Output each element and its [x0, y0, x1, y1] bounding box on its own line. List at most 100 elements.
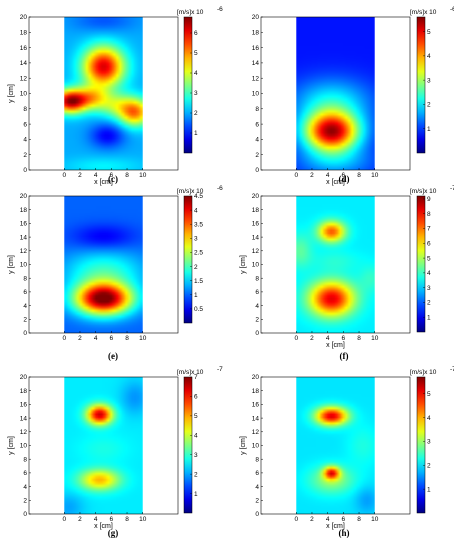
colorbar-tick-label: 7 — [427, 226, 431, 233]
y-tick-label: 0 — [255, 330, 259, 337]
x-tick-label: 2 — [310, 172, 314, 179]
y-tick-label: 2 — [23, 317, 27, 324]
x-tick-label: 8 — [357, 335, 361, 342]
x-tick-label: 6 — [342, 172, 346, 179]
x-axis-label: x [cm] — [326, 523, 345, 530]
y-tick-label: 20 — [252, 14, 260, 21]
colorbar-tick-label: 1 — [427, 126, 431, 133]
y-axis-label: y [cm] — [8, 436, 15, 455]
x-axis-label: x [cm] — [94, 523, 113, 530]
x-tick-label: 6 — [110, 172, 114, 179]
colorbar-tick-label: 4 — [194, 432, 198, 439]
y-axis-label: y [cm] — [8, 255, 15, 274]
colorbar-tick-label: 3 — [194, 90, 198, 97]
colorbar-exponent: -6 — [217, 6, 223, 13]
y-tick-label: 16 — [252, 45, 260, 52]
colorbar-tick-label: 3 — [427, 77, 431, 84]
y-tick-label: 10 — [20, 443, 28, 450]
colorbar-unit-label: [m/s]x 10 — [177, 369, 204, 376]
colorbar-tick-label: 8 — [427, 211, 431, 218]
panel-e-caption: (e) — [108, 351, 118, 361]
y-tick-label: 16 — [20, 221, 28, 228]
y-tick-label: 20 — [252, 374, 260, 381]
y-tick-label: 18 — [252, 388, 260, 395]
colorbar-tick-label: 3 — [194, 236, 198, 243]
y-tick-label: 0 — [23, 167, 27, 174]
y-tick-label: 16 — [20, 402, 28, 409]
y-tick-label: 2 — [23, 152, 27, 159]
colorbar-unit-label: [m/s]x 10 — [410, 9, 437, 16]
y-tick-label: 6 — [23, 121, 27, 128]
y-tick-label: 10 — [252, 262, 260, 269]
colorbar-tick-label: 2.5 — [194, 250, 203, 257]
panel-h-caption: (h) — [339, 528, 350, 538]
y-tick-label: 14 — [252, 415, 260, 422]
y-tick-label: 8 — [23, 275, 27, 282]
x-tick-label: 10 — [371, 335, 379, 342]
colorbar — [183, 376, 193, 514]
colorbar-tick-label: 4 — [427, 270, 431, 277]
x-tick-label: 8 — [125, 335, 129, 342]
colorbar-tick-label: 1 — [194, 292, 198, 299]
y-tick-label: 14 — [20, 60, 28, 67]
y-tick-label: 20 — [252, 193, 260, 200]
colorbar — [183, 195, 193, 324]
colorbar-exponent: -7 — [450, 366, 454, 373]
x-tick-label: 0 — [294, 335, 298, 342]
colorbar-tick-label: 4 — [427, 53, 431, 60]
colorbar-tick-label: 3 — [427, 285, 431, 292]
y-tick-label: 6 — [255, 121, 259, 128]
y-tick-label: 12 — [252, 429, 260, 436]
colorbar-tick-label: 3 — [427, 439, 431, 446]
x-tick-label: 8 — [357, 516, 361, 523]
x-tick-label: 0 — [62, 335, 66, 342]
y-tick-label: 0 — [23, 330, 27, 337]
y-tick-label: 4 — [255, 137, 259, 144]
x-tick-label: 6 — [342, 516, 346, 523]
y-axis-label: y [cm] — [240, 436, 247, 455]
colorbar-tick-label: 3.5 — [194, 221, 203, 228]
x-axis-label: x [cm] — [94, 179, 113, 186]
y-tick-label: 6 — [255, 289, 259, 296]
y-tick-label: 18 — [252, 30, 260, 37]
colorbar-tick-label: 9 — [427, 196, 431, 203]
y-axis-label: y [cm] — [8, 84, 15, 103]
y-tick-label: 20 — [20, 374, 28, 381]
colorbar-tick-label: 6 — [427, 241, 431, 248]
colorbar — [416, 16, 426, 154]
heatmap-field — [64, 17, 143, 170]
x-tick-label: 2 — [310, 335, 314, 342]
x-tick-label: 10 — [139, 172, 147, 179]
y-tick-label: 14 — [252, 60, 260, 67]
y-tick-label: 4 — [255, 484, 259, 491]
colorbar-tick-label: 6 — [194, 30, 198, 37]
y-tick-label: 16 — [20, 45, 28, 52]
heatmap-field — [296, 196, 375, 333]
colorbar-tick-label: 5 — [427, 391, 431, 398]
x-tick-label: 2 — [78, 335, 82, 342]
colorbar-exponent: -7 — [450, 185, 454, 192]
y-tick-label: 18 — [20, 207, 28, 214]
panel-e: (e) 0 2 4 6 8 10 0 2 4 6 8 10 12 14 16 18 20 y [cm] 0.5 1 1.… — [8, 185, 223, 361]
y-tick-label: 6 — [255, 470, 259, 477]
y-tick-label: 10 — [252, 443, 260, 450]
y-tick-label: 4 — [23, 303, 27, 310]
y-tick-label: 8 — [23, 106, 27, 113]
x-tick-label: 6 — [342, 335, 346, 342]
heatmap-field — [296, 17, 375, 170]
y-tick-label: 16 — [252, 402, 260, 409]
x-tick-label: 4 — [326, 335, 330, 342]
y-tick-label: 4 — [23, 484, 27, 491]
y-tick-label: 2 — [255, 152, 259, 159]
colorbar-tick-label: 2 — [427, 300, 431, 307]
x-tick-label: 4 — [326, 172, 330, 179]
y-tick-label: 0 — [255, 511, 259, 518]
colorbar-tick-label: 2 — [427, 102, 431, 109]
colorbar-tick-label: 5 — [194, 50, 198, 57]
x-axis-label: x [cm] — [326, 179, 345, 186]
y-tick-label: 0 — [255, 167, 259, 174]
y-tick-label: 8 — [255, 106, 259, 113]
colorbar-tick-label: 1 — [194, 130, 198, 137]
